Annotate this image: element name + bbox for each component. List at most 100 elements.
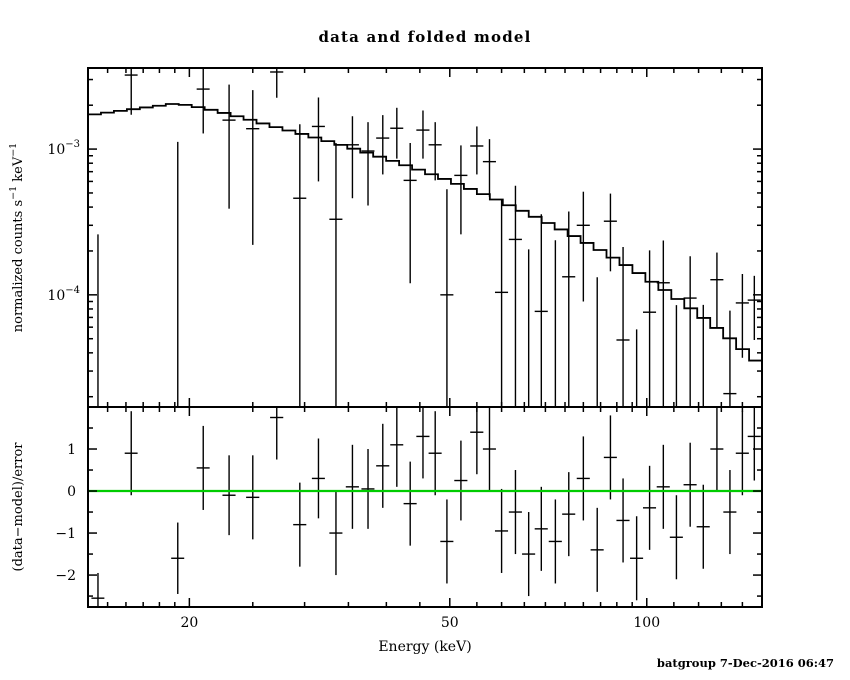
svg-text:20: 20 [180, 615, 198, 631]
residual-point [723, 470, 737, 555]
data-point [747, 275, 761, 340]
residual-point [416, 407, 430, 479]
data-point [482, 139, 496, 197]
bottom-panel-frame [87, 406, 763, 608]
residual-point [196, 425, 210, 510]
data-point [494, 199, 509, 407]
x-axis-label: Energy (keV) [378, 639, 471, 655]
data-point [642, 250, 657, 407]
residual-point [329, 491, 343, 576]
y-axis-label-top: normalized counts s−1 keV−1 [8, 143, 26, 332]
data-point [440, 189, 454, 407]
data-point [603, 193, 617, 272]
axis-ticks [88, 68, 763, 607]
residual-point [747, 407, 761, 481]
data-point [124, 68, 138, 115]
residual-point [376, 423, 390, 508]
residual-point [390, 407, 404, 487]
residual-point [735, 411, 749, 496]
residual-point [311, 438, 325, 519]
residual-point [470, 407, 484, 475]
residual-point [293, 482, 307, 567]
residual-point [222, 455, 236, 536]
svg-text:1: 1 [67, 442, 76, 458]
residual-point [508, 470, 522, 555]
svg-text:0: 0 [67, 484, 76, 500]
data-point [222, 84, 236, 209]
svg-text:−2: −2 [55, 568, 76, 584]
residual-point [440, 499, 454, 584]
residual-point [494, 488, 509, 573]
residual-point [428, 411, 442, 496]
residual-point [482, 407, 496, 492]
residual-point [534, 486, 548, 571]
svg-text:−1: −1 [55, 526, 76, 542]
svg-text:100: 100 [633, 615, 660, 631]
data-point [534, 214, 548, 407]
y-tick-labels-top: 10−3 10−4 [47, 139, 80, 304]
data-point [735, 273, 749, 358]
residual-point [576, 436, 590, 521]
data-point [390, 107, 404, 159]
residual-point [91, 572, 105, 607]
svg-text:50: 50 [441, 615, 459, 631]
data-point [246, 90, 260, 245]
residual-point [246, 455, 260, 540]
data-point [361, 122, 375, 206]
residual-point [710, 407, 724, 492]
x-tick-labels: 20 50 100 [180, 615, 660, 631]
residual-point [345, 444, 359, 529]
model-step-line [88, 103, 762, 362]
data-point [616, 246, 630, 407]
data-point [470, 126, 484, 175]
data-point [196, 68, 210, 134]
residual-point [642, 465, 657, 550]
data-point [702, 304, 704, 407]
data-point [293, 124, 307, 407]
y-axis-label-bottom: (data−model)/error [11, 442, 26, 572]
data-point [710, 252, 724, 329]
residual-point [454, 440, 468, 521]
residual-point [683, 442, 697, 527]
data-point [562, 211, 576, 407]
y-tick-labels-bottom: 1 0 −1 −2 [55, 442, 76, 584]
residual-point [669, 495, 683, 580]
data-point [723, 310, 737, 407]
data-point [428, 122, 442, 181]
footer-timestamp: batgroup 7-Dec-2016 06:47 [657, 656, 834, 670]
residual-point [562, 472, 576, 557]
data-point [345, 116, 359, 199]
residual-point [361, 449, 375, 529]
data-point [656, 240, 670, 407]
data-point [311, 97, 325, 182]
data-point [376, 115, 390, 175]
y-tick-label: 10−3 [47, 139, 80, 158]
y-tick-label: 10−4 [47, 285, 80, 304]
residual-point [522, 512, 536, 597]
top-panel-data [88, 68, 762, 407]
residual-point [548, 499, 562, 584]
residual-point [603, 415, 617, 500]
top-panel-frame [87, 67, 763, 408]
data-point [576, 191, 590, 302]
data-point [416, 110, 430, 159]
bottom-panel-data [88, 407, 762, 607]
chart-title: data and folded model [318, 28, 531, 46]
residual-point [656, 444, 670, 529]
data-point [403, 143, 417, 284]
data-point [454, 145, 468, 235]
residual-point [403, 461, 417, 546]
data-point [683, 256, 697, 407]
data-point [508, 185, 522, 407]
residual-point [124, 411, 138, 496]
data-point [270, 68, 284, 98]
residual-point [616, 478, 630, 563]
residual-point [590, 507, 604, 592]
residual-point [171, 522, 185, 594]
data-point [329, 143, 343, 407]
residual-point [630, 516, 644, 601]
residual-point [696, 484, 710, 569]
residual-point [270, 407, 284, 460]
